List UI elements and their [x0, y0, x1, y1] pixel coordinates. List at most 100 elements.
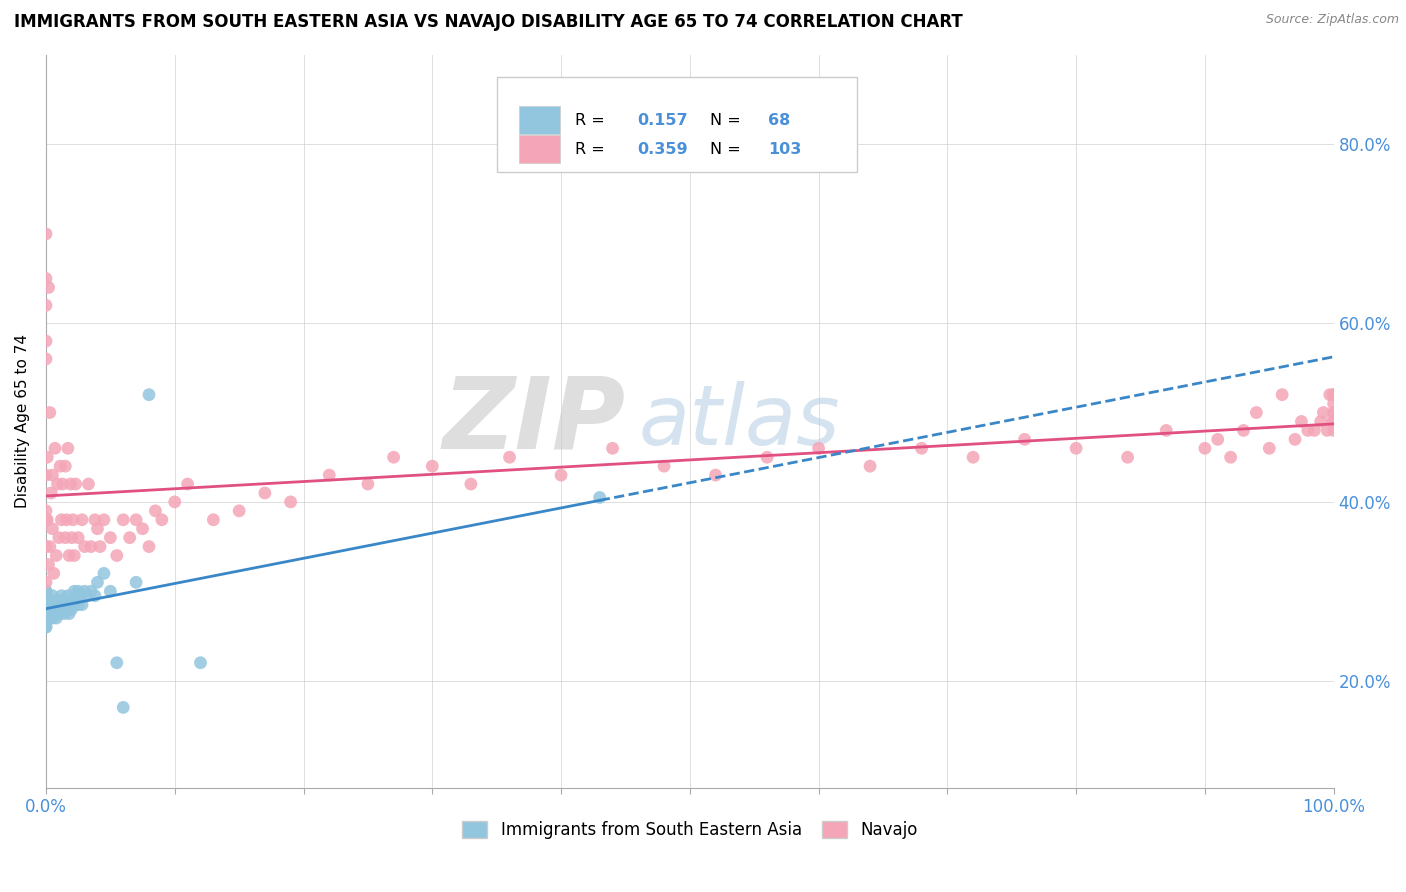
Point: [37, 607, 59, 621]
Point: [62, 513, 84, 527]
Point: [56, 589, 79, 603]
Point: [910, 442, 932, 456]
Point: [39, 607, 62, 621]
Point: [176, 477, 198, 491]
Point: [498, 450, 520, 465]
Text: 0.359: 0.359: [637, 142, 688, 157]
Point: [42, 602, 65, 616]
Point: [45, 549, 67, 563]
Point: [1014, 433, 1036, 447]
Point: [38, 602, 60, 616]
Point: [70, 598, 93, 612]
Point: [38, 540, 60, 554]
Point: [35, 540, 58, 554]
Point: [44, 442, 66, 456]
Point: [756, 450, 779, 465]
Point: [59, 477, 82, 491]
Point: [52, 602, 75, 616]
Point: [228, 504, 250, 518]
FancyBboxPatch shape: [519, 106, 560, 135]
Point: [35, 468, 58, 483]
Point: [35, 298, 58, 312]
Point: [807, 442, 830, 456]
Point: [37, 602, 59, 616]
Point: [357, 477, 380, 491]
Point: [65, 477, 87, 491]
Point: [41, 589, 63, 603]
Point: [62, 598, 84, 612]
Point: [53, 602, 76, 616]
Point: [38, 593, 60, 607]
Point: [35, 598, 58, 612]
Point: [86, 522, 108, 536]
Point: [35, 589, 58, 603]
Point: [49, 459, 72, 474]
Point: [35, 504, 58, 518]
Point: [69, 589, 91, 603]
Point: [112, 700, 135, 714]
Point: [1319, 387, 1341, 401]
Point: [35, 611, 58, 625]
Point: [42, 566, 65, 581]
Point: [1258, 442, 1281, 456]
Point: [35, 607, 58, 621]
Point: [460, 477, 482, 491]
Point: [35, 513, 58, 527]
Point: [145, 504, 167, 518]
Point: [35, 598, 58, 612]
Point: [53, 531, 76, 545]
Point: [93, 513, 115, 527]
Point: [859, 459, 882, 474]
Point: [41, 611, 63, 625]
Point: [51, 589, 73, 603]
Point: [83, 513, 105, 527]
Point: [65, 589, 87, 603]
Point: [35, 593, 58, 607]
Point: [80, 584, 103, 599]
Point: [86, 575, 108, 590]
Point: [67, 531, 90, 545]
Text: N =: N =: [710, 113, 747, 128]
Text: R =: R =: [575, 113, 610, 128]
Point: [1271, 387, 1294, 401]
Point: [35, 611, 58, 625]
Text: IMMIGRANTS FROM SOUTH EASTERN ASIA VS NAVAJO DISABILITY AGE 65 TO 74 CORRELATION: IMMIGRANTS FROM SOUTH EASTERN ASIA VS NA…: [14, 13, 963, 31]
Point: [1291, 415, 1313, 429]
Point: [48, 593, 70, 607]
Point: [35, 584, 58, 599]
Point: [962, 450, 984, 465]
Point: [46, 602, 69, 616]
Point: [35, 620, 58, 634]
Point: [35, 575, 58, 590]
Point: [138, 387, 160, 401]
Point: [67, 598, 90, 612]
Point: [1323, 406, 1346, 420]
Point: [35, 607, 58, 621]
Point: [1323, 387, 1346, 401]
Point: [35, 589, 58, 603]
Point: [55, 598, 77, 612]
Text: R =: R =: [575, 142, 610, 157]
Point: [550, 468, 572, 483]
Point: [41, 468, 63, 483]
Point: [38, 611, 60, 625]
Point: [98, 584, 121, 599]
Point: [163, 495, 186, 509]
Point: [253, 486, 276, 500]
Point: [1194, 442, 1216, 456]
Legend: Immigrants from South Eastern Asia, Navajo: Immigrants from South Eastern Asia, Nava…: [456, 814, 924, 846]
Point: [35, 334, 58, 348]
Point: [1206, 433, 1229, 447]
Point: [1154, 424, 1177, 438]
Point: [89, 540, 111, 554]
Point: [58, 607, 80, 621]
Point: [105, 656, 128, 670]
Point: [37, 513, 59, 527]
Text: ZIP: ZIP: [443, 373, 626, 470]
Point: [51, 513, 73, 527]
Point: [35, 615, 58, 630]
Point: [1116, 450, 1139, 465]
Point: [41, 522, 63, 536]
Y-axis label: Disability Age 65 to 74: Disability Age 65 to 74: [15, 334, 30, 508]
Point: [48, 607, 70, 621]
